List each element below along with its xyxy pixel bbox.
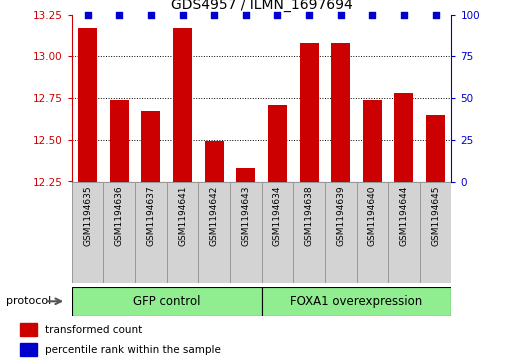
Text: GSM1194638: GSM1194638: [305, 185, 313, 246]
Bar: [394, 93, 413, 182]
Bar: [78, 28, 97, 182]
FancyBboxPatch shape: [104, 182, 135, 283]
Text: protocol: protocol: [6, 296, 51, 306]
Point: [115, 12, 124, 17]
Text: GFP control: GFP control: [133, 295, 201, 308]
Point: [179, 12, 187, 17]
FancyBboxPatch shape: [72, 182, 104, 283]
Bar: [426, 115, 445, 182]
FancyBboxPatch shape: [262, 182, 293, 283]
Point: [368, 12, 377, 17]
Point: [210, 12, 219, 17]
Bar: [20, 323, 37, 336]
Text: GSM1194640: GSM1194640: [368, 185, 377, 246]
FancyBboxPatch shape: [325, 182, 357, 283]
Text: GSM1194635: GSM1194635: [83, 185, 92, 246]
Bar: [173, 28, 192, 182]
Bar: [331, 43, 350, 182]
Bar: [236, 168, 255, 182]
FancyBboxPatch shape: [72, 287, 262, 316]
Bar: [20, 343, 37, 356]
Point: [337, 12, 345, 17]
FancyBboxPatch shape: [135, 182, 167, 283]
Bar: [300, 43, 319, 182]
Text: GSM1194634: GSM1194634: [273, 185, 282, 246]
Text: GSM1194636: GSM1194636: [115, 185, 124, 246]
Text: GSM1194644: GSM1194644: [400, 185, 408, 246]
Bar: [268, 105, 287, 182]
FancyBboxPatch shape: [388, 182, 420, 283]
FancyBboxPatch shape: [420, 182, 451, 283]
Text: GSM1194645: GSM1194645: [431, 185, 440, 246]
Bar: [142, 111, 161, 182]
Point: [242, 12, 250, 17]
Bar: [205, 142, 224, 182]
Text: transformed count: transformed count: [45, 325, 142, 335]
Text: percentile rank within the sample: percentile rank within the sample: [45, 345, 221, 355]
Title: GDS4957 / ILMN_1697694: GDS4957 / ILMN_1697694: [171, 0, 352, 12]
Text: GSM1194642: GSM1194642: [210, 185, 219, 246]
Point: [305, 12, 313, 17]
FancyBboxPatch shape: [293, 182, 325, 283]
Text: GSM1194641: GSM1194641: [178, 185, 187, 246]
Point: [400, 12, 408, 17]
Text: GSM1194643: GSM1194643: [241, 185, 250, 246]
Bar: [110, 100, 129, 182]
Bar: [363, 100, 382, 182]
Point: [273, 12, 282, 17]
FancyBboxPatch shape: [167, 182, 199, 283]
Point: [84, 12, 92, 17]
Text: FOXA1 overexpression: FOXA1 overexpression: [290, 295, 423, 308]
Point: [431, 12, 440, 17]
Point: [147, 12, 155, 17]
FancyBboxPatch shape: [199, 182, 230, 283]
Text: GSM1194637: GSM1194637: [146, 185, 155, 246]
FancyBboxPatch shape: [230, 182, 262, 283]
FancyBboxPatch shape: [357, 182, 388, 283]
Text: GSM1194639: GSM1194639: [336, 185, 345, 246]
FancyBboxPatch shape: [262, 287, 451, 316]
